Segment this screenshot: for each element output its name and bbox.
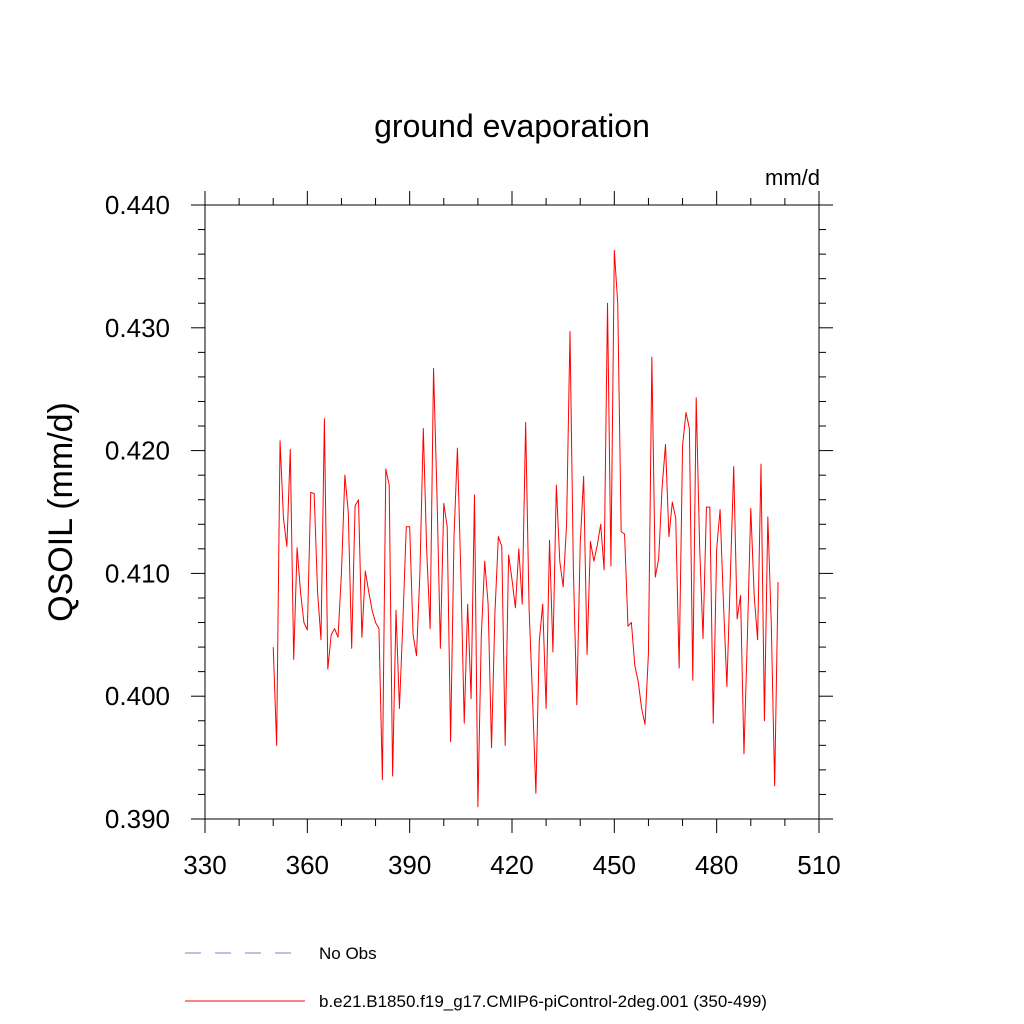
y-tick-label: 0.440: [105, 190, 170, 220]
x-tick-label: 420: [490, 850, 533, 880]
x-tick-label: 450: [593, 850, 636, 880]
axis-ticks: [191, 191, 833, 833]
y-tick-label: 0.390: [105, 804, 170, 834]
series-line: [272, 249, 779, 808]
x-tick-label: 510: [797, 850, 840, 880]
plot-frame: [204, 204, 820, 820]
x-tick-labels: 330 360 390 420 450 480 510: [183, 850, 840, 880]
x-tick-label: 330: [183, 850, 226, 880]
x-tick-label: 480: [695, 850, 738, 880]
units-label: mm/d: [765, 165, 820, 190]
legend: No Obs b.e21.B1850.f19_g17.CMIP6-piContr…: [185, 944, 767, 1011]
y-tick-label: 0.430: [105, 313, 170, 343]
series-layer: [272, 249, 779, 808]
legend-label-model: b.e21.B1850.f19_g17.CMIP6-piControl-2deg…: [319, 992, 767, 1011]
x-tick-label: 390: [388, 850, 431, 880]
y-tick-label: 0.410: [105, 558, 170, 588]
y-tick-labels: 0.390 0.400 0.410 0.420 0.430 0.440: [105, 190, 170, 834]
y-tick-label: 0.420: [105, 436, 170, 466]
y-axis-label: QSOIL (mm/d): [42, 402, 80, 622]
y-tick-label: 0.400: [105, 681, 170, 711]
chart-title: ground evaporation: [374, 108, 650, 144]
x-tick-label: 360: [286, 850, 329, 880]
legend-label-no-obs: No Obs: [319, 944, 377, 963]
